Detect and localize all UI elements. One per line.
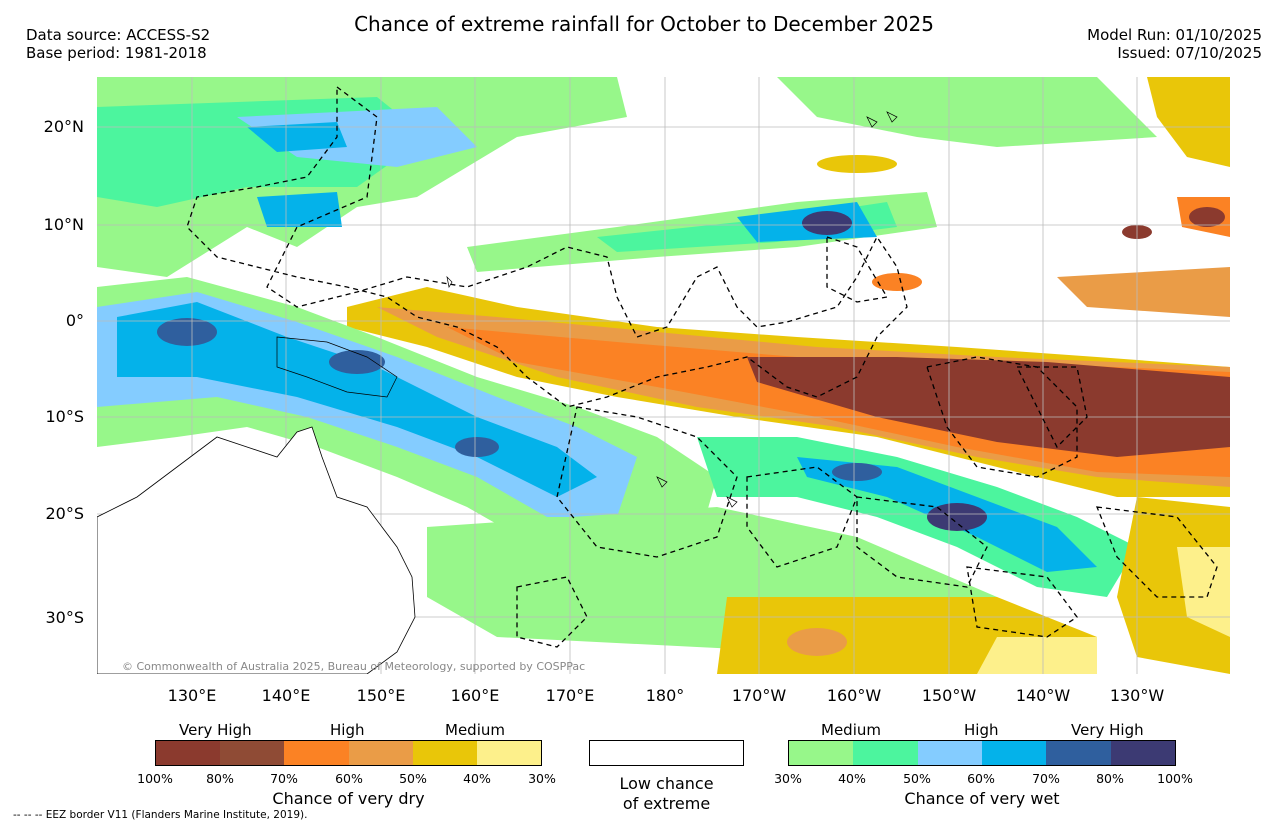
- dry-swatch-2: [220, 741, 285, 765]
- lon-label-150w: 150°W: [921, 686, 977, 705]
- wet-legend-bar: [788, 740, 1176, 766]
- dry-tick-40: 40%: [463, 771, 491, 786]
- lon-label-150e: 150°E: [356, 686, 406, 705]
- lat-label-20s: 20°S: [45, 504, 84, 523]
- lon-label-140w: 140°W: [1015, 686, 1071, 705]
- map-canvas: [97, 77, 1230, 674]
- dry-swatch-6: [476, 741, 542, 765]
- header-right: Model Run: 01/10/2025 Issued: 07/10/2025: [1087, 26, 1262, 62]
- lon-label-170w: 170°W: [731, 686, 787, 705]
- lat-label-10n: 10°N: [43, 215, 84, 234]
- very-wet-spot-2: [329, 350, 385, 374]
- low-chance-caption: Low chance of extreme: [589, 774, 744, 814]
- map-title: Chance of extreme rainfall for October t…: [354, 12, 934, 36]
- very-wet-spot-5: [927, 503, 987, 531]
- header-left: Data source: ACCESS-S2 Base period: 1981…: [26, 26, 210, 62]
- dry-legend-high: High: [330, 721, 365, 739]
- wet-swatch-2: [853, 741, 918, 765]
- data-source: Data source: ACCESS-S2: [26, 26, 211, 44]
- dry-legend-medium: Medium: [445, 721, 505, 739]
- dry-region-se: [1117, 497, 1230, 674]
- very-wet-spot-3: [455, 437, 499, 457]
- dry-region-ne: [1147, 77, 1230, 167]
- lat-label-10s: 10°S: [45, 407, 84, 426]
- pacific-islands: [446, 111, 898, 508]
- very-dry-region-eq: [747, 357, 1230, 457]
- lon-label-160w: 160°W: [826, 686, 882, 705]
- wet-region-ne: [777, 77, 1157, 147]
- wet-tick-60: 60%: [967, 771, 995, 786]
- eez-borders: [186, 85, 1218, 648]
- wet-region-nw-5: [257, 192, 342, 227]
- dry-swatch-3: [284, 741, 349, 765]
- wet-swatch-6: [1110, 741, 1175, 765]
- dry-legend-bar: [155, 740, 542, 766]
- wet-region-nw-3: [237, 107, 477, 167]
- dry-band-east: [1057, 267, 1230, 317]
- dry-spot-east: [872, 273, 922, 291]
- low-chance-line1: Low chance: [619, 774, 714, 793]
- wet-tick-80: 80%: [1096, 771, 1124, 786]
- new-guinea-coastline: [276, 336, 398, 398]
- copyright-notice: © Commonwealth of Australia 2025, Bureau…: [122, 660, 586, 673]
- lat-label-20n: 20°N: [43, 117, 84, 136]
- lat-label-30s: 30°S: [45, 608, 84, 627]
- wet-swatch-5: [1046, 741, 1111, 765]
- dry-tick-60: 60%: [335, 771, 363, 786]
- wet-legend-very-high: Very High: [1071, 721, 1144, 739]
- dry-spot-north: [817, 155, 897, 173]
- issued-date: Issued: 07/10/2025: [1117, 44, 1262, 62]
- lon-label-140e: 140°E: [261, 686, 311, 705]
- low-chance-swatch: [589, 740, 744, 766]
- dry-tick-100: 100%: [137, 771, 173, 786]
- dry-legend-very-high: Very High: [179, 721, 252, 739]
- wet-tick-100: 100%: [1157, 771, 1193, 786]
- dry-tick-50: 50%: [399, 771, 427, 786]
- lon-label-130e: 130°E: [167, 686, 217, 705]
- rainfall-map: [97, 77, 1230, 674]
- wet-legend-high: High: [964, 721, 999, 739]
- base-period: Base period: 1981-2018: [26, 44, 207, 62]
- wet-legend-caption: Chance of very wet: [904, 789, 1060, 808]
- dry-spot-south: [787, 628, 847, 656]
- wet-swatch-3: [917, 741, 982, 765]
- lat-label-equator: 0°: [65, 311, 84, 330]
- dry-swatch-5: [412, 741, 477, 765]
- dry-tick-80: 80%: [206, 771, 234, 786]
- dry-swatch-1: [156, 741, 221, 765]
- dry-legend-caption: Chance of very dry: [272, 789, 425, 808]
- dry-region-south-2: [977, 637, 1097, 674]
- dry-tick-70: 70%: [270, 771, 298, 786]
- very-dry-spot-ne: [1189, 207, 1225, 227]
- wet-tick-30: 30%: [774, 771, 802, 786]
- very-wet-spot-1: [157, 318, 217, 346]
- model-run: Model Run: 01/10/2025: [1087, 26, 1262, 44]
- dry-swatch-4: [348, 741, 413, 765]
- eez-footnote: -- -- -- EEZ border V11 (Flanders Marine…: [13, 809, 308, 821]
- lon-label-180: 180°: [645, 686, 685, 705]
- wet-tick-50: 50%: [903, 771, 931, 786]
- very-wet-spot-4: [832, 463, 882, 481]
- low-chance-line2: of extreme: [622, 794, 711, 813]
- wet-swatch-1: [789, 741, 854, 765]
- australia-coastline: [97, 426, 416, 674]
- dry-tick-30: 30%: [528, 771, 556, 786]
- wet-tick-40: 40%: [838, 771, 866, 786]
- lon-label-170e: 170°E: [545, 686, 595, 705]
- very-wet-itcz: [802, 211, 852, 235]
- wet-region-nw-4: [247, 122, 347, 152]
- wet-legend-medium: Medium: [821, 721, 881, 739]
- lon-label-160e: 160°E: [450, 686, 500, 705]
- wet-swatch-4: [981, 741, 1047, 765]
- wet-tick-70: 70%: [1032, 771, 1060, 786]
- lon-label-130w: 130°W: [1109, 686, 1165, 705]
